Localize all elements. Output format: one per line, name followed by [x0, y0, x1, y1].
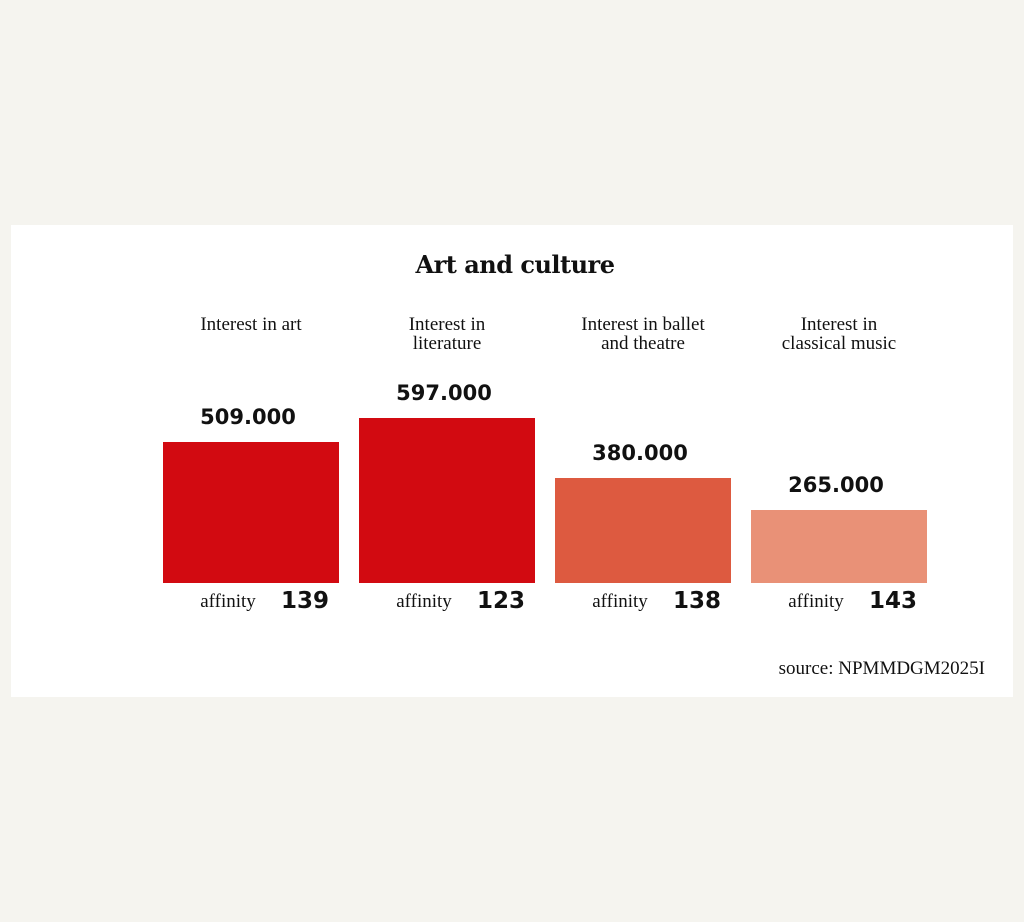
- category-label: Interest in classical music: [781, 314, 897, 354]
- affinity-value: 123: [476, 588, 525, 614]
- value-label: 597.000: [396, 381, 492, 405]
- source-note: source: NPMMDGM2025I: [778, 658, 985, 679]
- affinity-value: 139: [280, 588, 329, 614]
- affinity-label: affinity: [200, 591, 256, 612]
- affinity-value: 143: [868, 588, 917, 614]
- value-label: 509.000: [200, 405, 296, 429]
- chart-title: Art and culture: [415, 250, 615, 279]
- affinity-label: affinity: [788, 591, 844, 612]
- bar: [163, 442, 339, 583]
- category-label: Interest in literature: [408, 314, 486, 354]
- category-label: Interest in art: [200, 314, 302, 335]
- bar: [359, 418, 535, 583]
- affinity-value: 138: [672, 588, 721, 614]
- value-label: 380.000: [592, 441, 688, 465]
- affinity-label: affinity: [396, 591, 452, 612]
- category-label: Interest in ballet and theatre: [581, 314, 705, 354]
- affinity-label: affinity: [592, 591, 648, 612]
- bar: [555, 478, 731, 583]
- value-label: 265.000: [788, 473, 884, 497]
- bar: [751, 510, 927, 583]
